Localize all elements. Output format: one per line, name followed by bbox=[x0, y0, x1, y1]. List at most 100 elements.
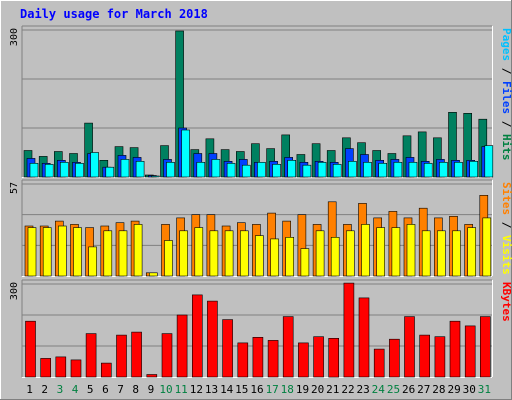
x-tick-label-6: 6 bbox=[102, 383, 109, 396]
bar-kbytes-day-22 bbox=[343, 282, 355, 378]
bar-sites-day-6 bbox=[103, 230, 113, 277]
legend-part-1: / bbox=[500, 61, 512, 81]
pages-files-hits-panel: 300 Pages / Files / Hits bbox=[9, 25, 512, 178]
x-tick-label-19: 19 bbox=[296, 383, 309, 396]
bar-sites-day-13 bbox=[209, 230, 219, 277]
bar-sites-day-9 bbox=[149, 272, 158, 277]
bar-pages-day-28 bbox=[439, 162, 448, 178]
bar-sites-day-5 bbox=[88, 246, 97, 277]
bar-kbytes-day-18 bbox=[282, 316, 294, 378]
bar-pages-day-21 bbox=[332, 164, 342, 178]
bar-sites-day-20 bbox=[315, 230, 325, 277]
legend-part-1: / bbox=[500, 215, 512, 235]
bar-pages-day-31 bbox=[484, 145, 494, 178]
bar-pages-day-2 bbox=[44, 164, 54, 178]
legend-part-0: Sites bbox=[500, 182, 512, 215]
bar-pages-day-22 bbox=[348, 161, 357, 178]
x-tick-label-9: 9 bbox=[148, 383, 155, 396]
bar-sites-day-10 bbox=[164, 240, 173, 277]
bar-sites-day-15 bbox=[240, 230, 249, 277]
bar-kbytes-day-2 bbox=[40, 358, 52, 378]
x-tick-label-22: 22 bbox=[341, 383, 354, 396]
bar-sites-day-16 bbox=[255, 235, 264, 277]
bar-pages-day-9 bbox=[151, 175, 160, 178]
chart-panels: 300 Pages / Files / Hits 57 Sites / Visits 3… bbox=[9, 25, 512, 378]
bar-kbytes-day-29 bbox=[449, 320, 461, 378]
x-tick-label-1: 1 bbox=[26, 383, 33, 396]
bar-kbytes-day-20 bbox=[313, 336, 324, 378]
x-tick-label-10: 10 bbox=[159, 383, 172, 396]
bar-pages-day-6 bbox=[105, 166, 115, 178]
bar-sites-day-22 bbox=[346, 230, 355, 277]
legend-part-3: / bbox=[500, 114, 512, 134]
bar-kbytes-day-17 bbox=[267, 340, 279, 378]
bar-sites-day-19 bbox=[300, 248, 310, 277]
bar-sites-day-17 bbox=[270, 238, 279, 277]
bar-kbytes-day-23 bbox=[358, 297, 370, 378]
bar-sites-day-23 bbox=[361, 224, 370, 277]
x-tick-label-16: 16 bbox=[250, 383, 263, 396]
series-legend: Sites / Visits bbox=[500, 182, 512, 275]
bar-kbytes-day-9 bbox=[146, 374, 158, 378]
y-max-label: 300 bbox=[9, 282, 20, 300]
x-tick-label-2: 2 bbox=[41, 383, 48, 396]
x-tick-label-28: 28 bbox=[432, 383, 445, 396]
bar-pages-day-13 bbox=[211, 159, 221, 178]
bar-pages-day-5 bbox=[90, 152, 99, 178]
bar-sites-day-8 bbox=[133, 224, 143, 277]
bar-sites-day-27 bbox=[421, 230, 431, 277]
x-tick-label-11: 11 bbox=[175, 383, 188, 396]
bar-sites-day-24 bbox=[376, 227, 386, 277]
x-tick-label-20: 20 bbox=[311, 383, 324, 396]
bar-pages-day-29 bbox=[454, 162, 463, 178]
bar-pages-day-17 bbox=[272, 164, 281, 178]
bar-kbytes-day-13 bbox=[207, 300, 218, 378]
bar-pages-day-8 bbox=[135, 161, 145, 178]
bar-pages-day-20 bbox=[317, 162, 327, 178]
bar-pages-day-12 bbox=[196, 162, 206, 178]
x-tick-label-5: 5 bbox=[87, 383, 94, 396]
x-axis-labels: 1 2 3 4 5 6 7 8 9 10 11 12 13 14 15 16 17 18 19 20 21 22 23 24 2… bbox=[26, 383, 491, 396]
bar-sites-day-11 bbox=[179, 230, 188, 277]
x-tick-label-12: 12 bbox=[190, 383, 203, 396]
bar-pages-day-15 bbox=[242, 164, 251, 178]
series-legend: Pages / Files / Hits bbox=[500, 28, 512, 161]
legend-part-2: Visits bbox=[500, 235, 512, 275]
bar-sites-day-31 bbox=[482, 217, 492, 277]
bar-sites-day-12 bbox=[194, 227, 204, 277]
bar-kbytes-day-10 bbox=[161, 333, 173, 378]
bar-kbytes-day-6 bbox=[101, 362, 112, 378]
legend-part-4: Hits bbox=[500, 134, 512, 161]
bar-kbytes-day-30 bbox=[464, 325, 476, 378]
x-tick-label-29: 29 bbox=[447, 383, 460, 396]
x-tick-label-24: 24 bbox=[372, 383, 386, 396]
x-tick-label-13: 13 bbox=[205, 383, 218, 396]
bar-sites-day-18 bbox=[285, 237, 295, 277]
bar-kbytes-day-24 bbox=[373, 348, 385, 378]
bar-sites-day-21 bbox=[330, 237, 340, 277]
bar-kbytes-day-25 bbox=[389, 338, 400, 378]
x-tick-label-30: 30 bbox=[463, 383, 476, 396]
bar-kbytes-day-26 bbox=[404, 316, 415, 378]
x-tick-label-15: 15 bbox=[235, 383, 248, 396]
bar-pages-day-10 bbox=[166, 162, 175, 178]
bar-pages-day-27 bbox=[423, 163, 433, 178]
x-tick-label-8: 8 bbox=[132, 383, 139, 396]
kbytes-panel: 300 KBytes bbox=[9, 279, 512, 378]
bar-pages-day-4 bbox=[75, 163, 84, 178]
bar-sites-day-14 bbox=[224, 230, 234, 277]
x-tick-label-4: 4 bbox=[72, 383, 79, 396]
bar-pages-day-23 bbox=[363, 162, 372, 178]
bar-kbytes-day-1 bbox=[25, 320, 36, 378]
legend-part-0: Pages bbox=[500, 28, 512, 61]
bar-sites-day-2 bbox=[42, 227, 52, 277]
x-tick-label-31: 31 bbox=[478, 383, 491, 396]
bar-kbytes-day-14 bbox=[222, 319, 233, 378]
bar-pages-day-11 bbox=[181, 129, 190, 178]
bar-pages-day-18 bbox=[287, 160, 297, 178]
x-tick-label-18: 18 bbox=[281, 383, 294, 396]
legend-part-2: Files bbox=[500, 81, 512, 114]
bar-sites-day-30 bbox=[467, 227, 477, 277]
bar-pages-day-24 bbox=[378, 163, 388, 178]
x-tick-label-25: 25 bbox=[387, 383, 400, 396]
